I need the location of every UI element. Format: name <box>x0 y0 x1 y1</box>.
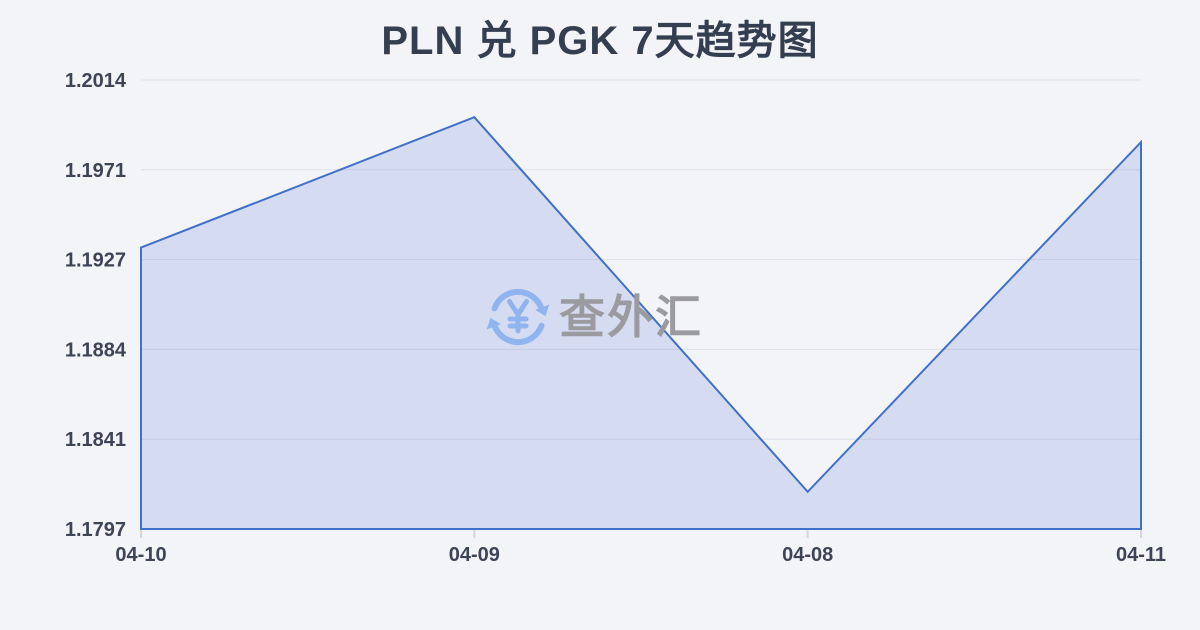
watermark: 查外汇 <box>486 285 703 349</box>
yen-symbol <box>507 299 529 334</box>
x-axis-label: 04-09 <box>449 544 500 566</box>
chart-title: PLN 兑 PGK 7天趋势图 <box>381 19 819 63</box>
series-area <box>140 116 1142 530</box>
refresh-arc-top <box>491 289 545 312</box>
x-axis-label: 04-11 <box>1116 544 1166 566</box>
currency-exchange-icon <box>486 289 550 345</box>
y-axis-label: 1.1797 <box>65 519 126 541</box>
y-axis-label: 1.1841 <box>65 429 126 451</box>
x-axis-label: 04-08 <box>782 544 833 566</box>
y-axis-label: 1.1971 <box>65 160 126 182</box>
y-axis-label: 1.1927 <box>65 250 126 272</box>
arrowhead-bottom <box>486 317 501 330</box>
refresh-arc-bottom <box>491 322 545 345</box>
y-axis-label: 1.1884 <box>65 339 127 361</box>
watermark-text: 查外汇 <box>559 291 703 343</box>
y-axis-label: 1.2014 <box>65 70 127 92</box>
x-axis-label: 04-10 <box>115 544 166 566</box>
arrowhead-top <box>535 304 550 317</box>
